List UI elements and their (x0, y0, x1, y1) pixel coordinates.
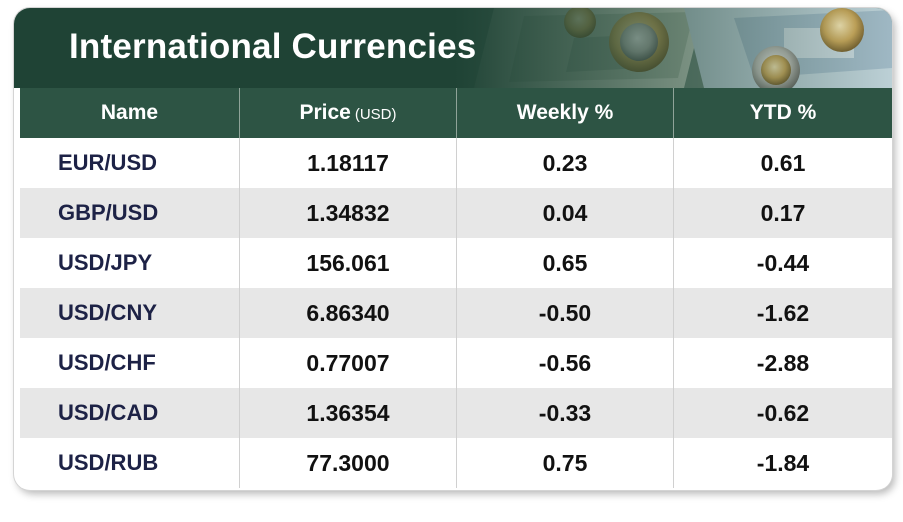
table-header: Name Price (USD) Weekly % YTD % (20, 88, 892, 138)
price-value: 156.061 (240, 238, 457, 288)
weekly-change: -0.33 (457, 388, 674, 438)
price-value: 0.77007 (240, 338, 457, 388)
table-body: EUR/USD 1.18117 0.23 0.61 GBP/USD 1.3483… (20, 138, 892, 488)
currency-pair: USD/CNY (20, 288, 240, 338)
weekly-change: 0.04 (457, 188, 674, 238)
column-header-weekly-label: Weekly % (516, 101, 614, 124)
column-header-ytd: YTD % (674, 88, 892, 138)
table-row: USD/CHF 0.77007 -0.56 -2.88 (20, 338, 892, 388)
table-row: EUR/USD 1.18117 0.23 0.61 (20, 138, 892, 188)
currency-pair: EUR/USD (20, 138, 240, 188)
currency-pair: USD/RUB (20, 438, 240, 488)
column-header-price-label: Price (299, 101, 351, 124)
ytd-change: -2.88 (756, 349, 810, 376)
currency-pair: USD/JPY (20, 238, 240, 288)
ytd-change: -0.62 (756, 399, 810, 426)
title-banner: International Currencies (14, 8, 892, 88)
weekly-change: -0.50 (457, 288, 674, 338)
currency-table-card: International Currencies Name Price (USD… (14, 8, 892, 490)
column-header-name: Name (20, 88, 240, 138)
weekly-change: -0.56 (457, 338, 674, 388)
weekly-change: 0.65 (457, 238, 674, 288)
ytd-change: 0.61 (760, 149, 806, 176)
price-value: 6.86340 (240, 288, 457, 338)
ytd-change: -1.62 (756, 299, 810, 326)
column-header-name-label: Name (100, 101, 159, 124)
table-row: USD/JPY 156.061 0.65 -0.44 (20, 238, 892, 288)
column-header-weekly: Weekly % (457, 88, 674, 138)
weekly-change: 0.23 (457, 138, 674, 188)
price-value: 1.36354 (240, 388, 457, 438)
currency-pair: USD/CHF (20, 338, 240, 388)
weekly-change: 0.75 (457, 438, 674, 488)
page-title: International Currencies (69, 27, 477, 66)
currency-pair: USD/CAD (20, 388, 240, 438)
column-header-price-unit: (USD) (354, 106, 397, 123)
ytd-change: -0.44 (756, 249, 810, 276)
ytd-change: -1.84 (756, 449, 810, 476)
price-value: 1.18117 (240, 138, 457, 188)
price-value: 1.34832 (240, 188, 457, 238)
money-coins-banknotes-photo (454, 8, 892, 88)
currency-pair: GBP/USD (20, 188, 240, 238)
ytd-change: 0.17 (760, 199, 806, 226)
table-row: USD/CAD 1.36354 -0.33 -0.62 (20, 388, 892, 438)
column-header-price: Price (USD) (240, 88, 457, 138)
price-value: 77.3000 (240, 438, 457, 488)
column-header-ytd-label: YTD % (749, 101, 817, 124)
table-row: USD/RUB 77.3000 0.75 -1.84 (20, 438, 892, 488)
table-row: USD/CNY 6.86340 -0.50 -1.62 (20, 288, 892, 338)
table-row: GBP/USD 1.34832 0.04 0.17 (20, 188, 892, 238)
